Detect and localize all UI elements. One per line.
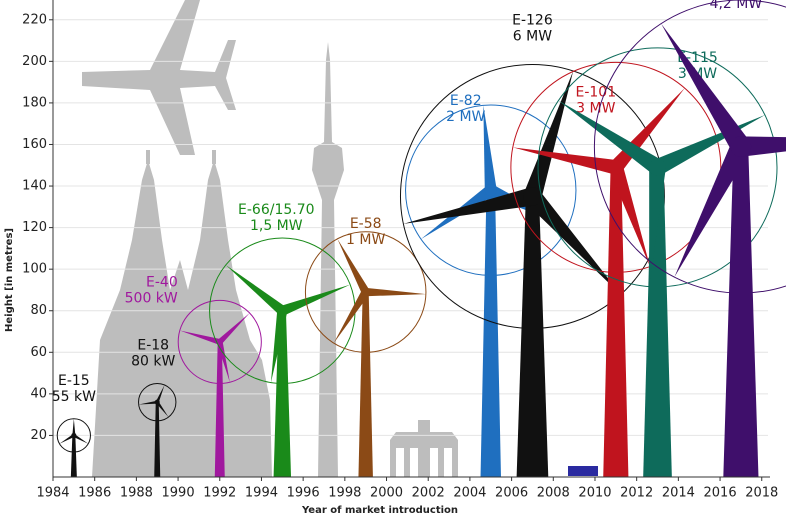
turbine-power: 500 kW <box>125 290 178 306</box>
turbine-power: 55 kW <box>52 389 96 405</box>
x-tick-label: 1986 <box>78 486 111 501</box>
hub <box>216 339 223 345</box>
blade <box>155 384 165 403</box>
x-tick-label: 2006 <box>495 486 528 501</box>
turbine-power: 4,2 MW <box>710 0 763 12</box>
blade <box>403 187 535 224</box>
y-tick-label: 180 <box>22 95 47 110</box>
y-tick-label: 40 <box>30 386 47 401</box>
background-silhouettes <box>82 0 598 477</box>
blade <box>740 136 786 157</box>
y-tick-label: 120 <box>22 220 47 235</box>
hub <box>277 305 288 316</box>
blade <box>216 341 230 383</box>
turbine-power: 6 MW <box>513 28 552 44</box>
y-tick-label: 200 <box>22 54 47 69</box>
tower <box>358 292 373 477</box>
x-tick-label: 1984 <box>36 486 69 501</box>
hub <box>484 184 497 197</box>
turbine-name: E-18 <box>137 337 169 353</box>
tower <box>273 310 292 477</box>
x-tick-label: 2008 <box>537 486 570 501</box>
x-tick-label: 2012 <box>620 486 653 501</box>
x-axis-label: Year of market introduction <box>301 505 458 516</box>
blade <box>217 313 250 345</box>
y-tick-label: 20 <box>30 428 47 443</box>
y-axis-label: Height [in metres] <box>4 228 15 332</box>
y-tick-label: 60 <box>30 345 47 360</box>
blade <box>138 400 158 405</box>
blade <box>333 289 370 344</box>
hub <box>649 158 666 176</box>
y-tick-label: 100 <box>22 262 47 277</box>
turbine-name: E-58 <box>350 216 382 232</box>
blade <box>73 434 89 444</box>
x-tick-label: 1988 <box>120 486 153 501</box>
hub <box>361 287 370 297</box>
turbine-power: 3 MW <box>576 100 615 116</box>
y-tick-label: 140 <box>22 179 47 194</box>
hub <box>730 136 752 157</box>
blade <box>72 418 76 436</box>
turbine-power: 80 kW <box>131 353 175 369</box>
turbine-name: E-82 <box>450 93 482 109</box>
blade <box>280 284 351 316</box>
blade <box>523 70 574 200</box>
y-tick-label: 220 <box>22 12 47 27</box>
hub <box>154 399 160 405</box>
tower <box>516 196 549 477</box>
blade <box>649 166 666 287</box>
x-tick-label: 2004 <box>453 486 486 501</box>
x-tick-label: 2014 <box>662 486 695 501</box>
hub <box>523 187 542 206</box>
turbine-name: E-66/15.70 <box>238 202 315 218</box>
blade <box>179 330 221 345</box>
blade <box>661 23 750 153</box>
blade <box>608 164 650 267</box>
blade <box>674 141 751 278</box>
turbine-name: E-15 <box>58 373 90 389</box>
blade <box>558 100 663 175</box>
x-tick-label: 1990 <box>162 486 195 501</box>
tower <box>70 435 77 477</box>
tower <box>214 341 225 477</box>
x-tick-label: 1996 <box>287 486 320 501</box>
blade <box>483 105 497 191</box>
x-tick-label: 2002 <box>412 486 445 501</box>
x-tick-label: 1992 <box>203 486 236 501</box>
blade <box>337 238 370 295</box>
hub <box>608 159 624 175</box>
turbine-name: E-126 <box>512 12 553 28</box>
blade <box>225 264 286 315</box>
tower <box>603 167 629 478</box>
turbine-power: 1 MW <box>346 232 385 248</box>
blade <box>512 147 618 175</box>
blade <box>525 190 621 295</box>
tower <box>480 190 501 477</box>
blade <box>59 434 75 444</box>
x-tick-label: 2016 <box>704 486 737 501</box>
turbine-name: E-40 <box>146 274 178 290</box>
blade <box>156 401 169 418</box>
x-tick-label: 1998 <box>328 486 361 501</box>
blade <box>270 309 288 383</box>
blade <box>365 287 426 297</box>
turbine-power: 2 MW <box>446 109 485 125</box>
x-tick-label: 2010 <box>578 486 611 501</box>
tower <box>723 146 759 477</box>
y-tick-label: 160 <box>22 137 47 152</box>
turbine-power: 1,5 MW <box>250 218 303 234</box>
tower <box>154 402 161 477</box>
x-tick-label: 2018 <box>745 486 778 501</box>
x-tick-label: 1994 <box>245 486 278 501</box>
turbine-name: E-101 <box>576 84 617 100</box>
hub <box>71 432 77 438</box>
x-tick-label: 2000 <box>370 486 403 501</box>
y-tick-label: 80 <box>30 303 47 318</box>
